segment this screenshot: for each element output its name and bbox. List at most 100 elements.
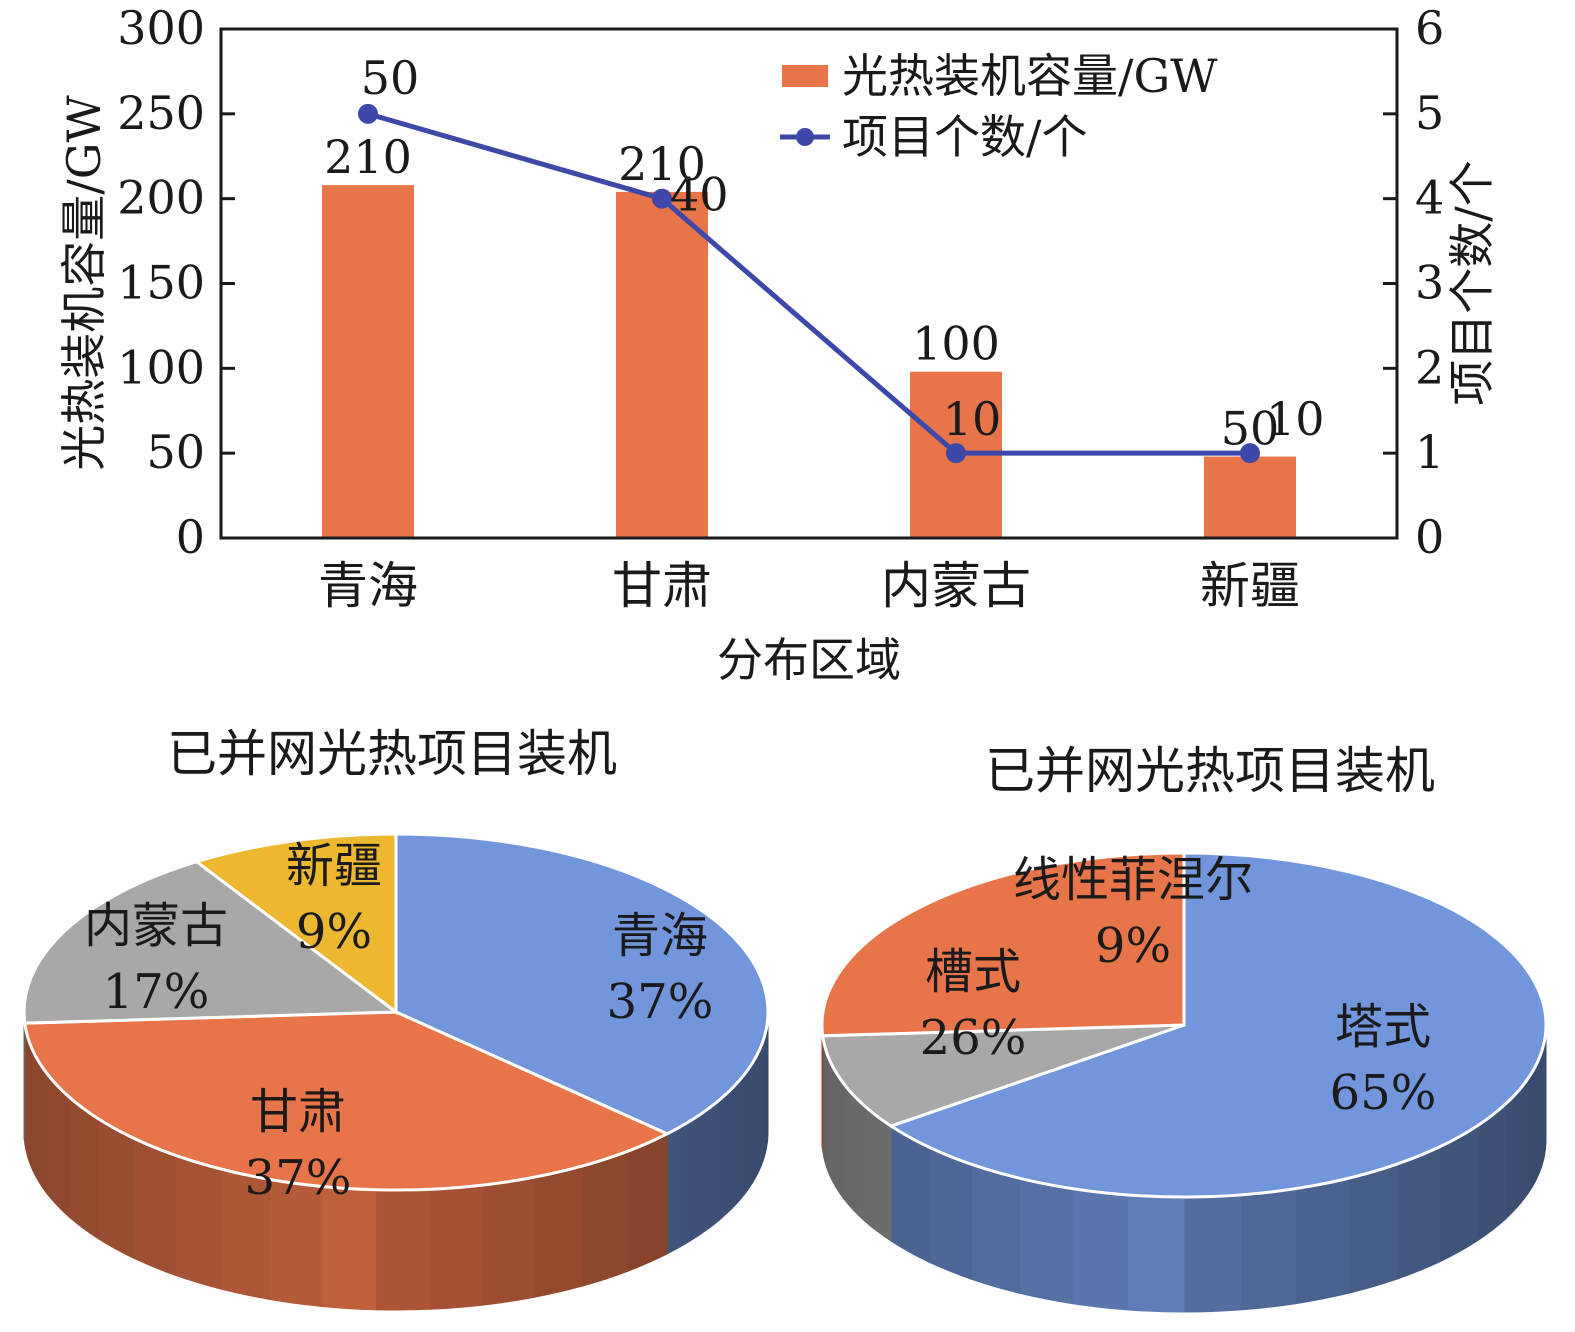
pie-title: 已并网光热项目装机 (985, 742, 1435, 800)
pie-wall-青海 (678, 1120, 691, 1249)
legend-label-bar: 光热装机容量/GW (842, 49, 1218, 103)
pie-wall-青海 (757, 1045, 762, 1174)
pie-wall-线性菲涅尔 (842, 1081, 849, 1206)
legend-swatch-marker (796, 128, 814, 146)
line-point-2 (946, 443, 966, 464)
pie-slice-新疆 (193, 832, 398, 1016)
pie-wall-甘肃 (98, 1117, 135, 1260)
pie-wall-甘肃 (133, 1137, 176, 1276)
bar-0 (322, 185, 414, 539)
left-tick-label: 300 (117, 1, 205, 55)
right-tick-label: 4 (1415, 171, 1444, 225)
pie-slice-percent: 9% (296, 904, 372, 960)
pie-wall-塔式 (1347, 1163, 1398, 1294)
pie-wall-线性菲涅尔 (883, 1120, 892, 1243)
pie-wall-塔式 (1396, 1145, 1441, 1280)
pie-wall-青海 (747, 1059, 754, 1192)
right-tick-label: 3 (1415, 256, 1444, 310)
left-tick-label: 50 (146, 425, 205, 479)
left-tick-label: 100 (117, 340, 205, 394)
left-tick-label: 250 (117, 86, 205, 140)
bar-data-label: 210 (618, 137, 706, 191)
pie-wall-线性菲涅尔 (847, 1087, 854, 1211)
category-label: 内蒙古 (881, 557, 1031, 615)
pie-slice-percent: 9% (1095, 918, 1171, 974)
pie-wall-青海 (752, 1053, 759, 1184)
pie-wall-塔式 (1071, 1187, 1128, 1311)
line-point-1 (652, 188, 672, 209)
y-axis-title: 光热装机容量/GW (57, 95, 111, 471)
pie-wall-线性菲涅尔 (857, 1098, 865, 1222)
pie-slice-label: 甘肃 (250, 1084, 346, 1140)
pie-wall-青海 (734, 1076, 743, 1207)
line-data-label: 10 (943, 392, 1002, 446)
pie-wall-甘肃 (375, 1188, 431, 1311)
pie-slice-label: 线性菲涅尔 (1013, 852, 1253, 908)
pie-wall-甘肃 (429, 1184, 484, 1310)
pie-slice-线性菲涅尔 (821, 1023, 1185, 1128)
pie-wall-塔式 (1019, 1177, 1073, 1305)
left-tick-label: 150 (117, 256, 205, 310)
pie-slice-label: 内蒙古 (84, 898, 228, 954)
pie-wall-青海 (666, 1126, 680, 1255)
line-series (367, 111, 1250, 456)
pie-wall-塔式 (1240, 1187, 1297, 1311)
pie-wall-甘肃 (533, 1165, 584, 1298)
pie-wall-塔式 (1439, 1125, 1478, 1263)
pie-slice-percent: 37% (245, 1150, 352, 1206)
pie-slice-槽式 (820, 851, 1186, 1038)
pie-slice-甘肃 (23, 1010, 671, 1192)
pie-slice-内蒙古 (22, 860, 401, 1025)
bar-3 (1204, 456, 1296, 538)
right-tick-label: 1 (1415, 425, 1444, 479)
pie-wall-线性菲涅尔 (863, 1104, 871, 1227)
x-axis-title: 分布区域 (717, 633, 901, 687)
pie-wall-塔式 (970, 1163, 1021, 1294)
line-point-0 (358, 103, 378, 124)
category-label: 新疆 (1200, 557, 1300, 615)
pie-slice-塔式 (887, 851, 1548, 1199)
pie-wall-塔式 (1126, 1194, 1185, 1313)
pie-wall-线性菲涅尔 (876, 1115, 885, 1238)
pie-wall-青海 (726, 1083, 736, 1214)
pie-wall-青海 (709, 1099, 720, 1229)
legend-swatch-bar (782, 65, 828, 87)
pie-slice-percent: 65% (1330, 1065, 1437, 1121)
pie-wall-线性菲涅尔 (838, 1075, 844, 1200)
left-tick-label: 200 (117, 171, 205, 225)
pie-slice-label: 槽式 (925, 944, 1021, 1000)
pie-wall-甘肃 (626, 1133, 668, 1273)
pie-slice-label: 塔式 (1335, 999, 1431, 1055)
pie-title: 已并网光热项目装机 (167, 725, 617, 783)
pie-wall-塔式 (927, 1145, 972, 1280)
pie-slice-percent: 37% (607, 974, 714, 1030)
pie-wall-青海 (718, 1091, 728, 1222)
pie-wall-塔式 (1295, 1177, 1349, 1305)
legend-label-line: 项目个数/个 (842, 110, 1088, 164)
pie-wall-线性菲涅尔 (852, 1093, 859, 1217)
line-data-label: 40 (670, 168, 729, 222)
pie-wall-线性菲涅尔 (835, 1069, 840, 1195)
pie-wall-甘肃 (174, 1154, 222, 1290)
pie-wall-甘肃 (68, 1096, 100, 1240)
bar-data-label: 100 (912, 317, 1000, 371)
pie-slice-percent: 26% (920, 1010, 1027, 1066)
pie-wall-线性菲涅尔 (869, 1109, 878, 1233)
pie-wall-塔式 (1183, 1194, 1242, 1313)
pie-wall-塔式 (890, 1125, 929, 1263)
pie-wall-青海 (699, 1106, 711, 1236)
line-point-3 (1240, 443, 1260, 464)
pie-wall-青海 (689, 1113, 701, 1242)
category-label: 甘肃 (612, 557, 712, 615)
right-tick-label: 2 (1415, 340, 1444, 394)
pie-slice-label: 新疆 (286, 838, 382, 894)
bar-1 (616, 191, 708, 538)
bar-data-label: 210 (324, 130, 412, 184)
right-tick-label: 6 (1415, 1, 1444, 55)
y2-axis-title: 项目个数/个 (1445, 160, 1499, 406)
line-data-label: 50 (361, 51, 420, 105)
combo-chart: 0 50 100 150 200 250 300 0 1 2 3 4 5 6 210 210 100 50 50 40… (57, 1, 1499, 687)
pie-wall-甘肃 (582, 1150, 628, 1287)
